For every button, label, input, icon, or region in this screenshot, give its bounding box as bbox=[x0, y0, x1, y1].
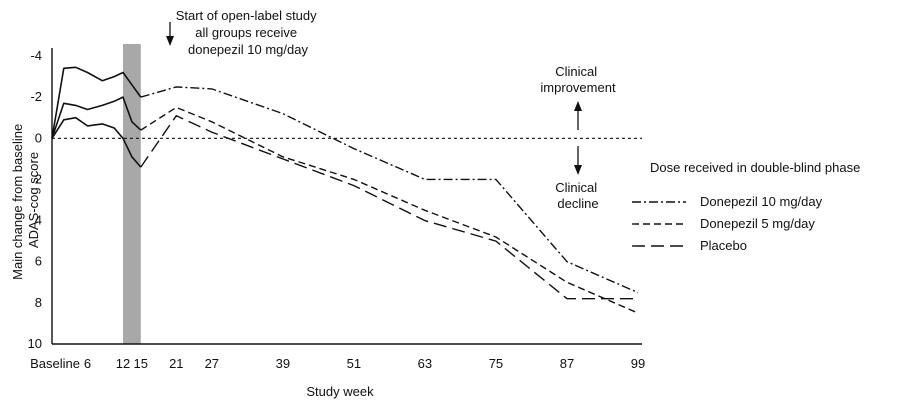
y-tick-label: -2 bbox=[30, 89, 42, 104]
y-tick-label: 4 bbox=[35, 213, 42, 228]
open-label-annotation: Start of open-label study all groups rec… bbox=[166, 8, 321, 57]
y-tick-label: -4 bbox=[30, 48, 42, 63]
clinical-decline-line-2: decline bbox=[557, 196, 598, 211]
y-tick-label: 8 bbox=[35, 295, 42, 310]
decline-arrowhead bbox=[574, 165, 582, 175]
x-tick-label: 51 bbox=[347, 356, 361, 371]
series-line-placebo bbox=[140, 114, 638, 300]
y-axis-title-line-1: Main change from baseline bbox=[10, 124, 25, 280]
open-label-line-3: donepezil 10 mg/day bbox=[188, 42, 308, 57]
x-tick-label: 21 bbox=[169, 356, 183, 371]
clinical-decline-label: Clinical decline bbox=[555, 180, 601, 211]
y-axis-title-line-2: ADAS-cog score bbox=[26, 152, 41, 248]
x-tick-label: 27 bbox=[205, 356, 219, 371]
direction-annotation: Clinical improvement Clinical decline bbox=[540, 64, 616, 211]
y-tick-label: 10 bbox=[28, 336, 42, 351]
open-label-line-1: Start of open-label study bbox=[176, 8, 317, 23]
x-tick-label: 39 bbox=[276, 356, 290, 371]
x-tick-label: 87 bbox=[560, 356, 574, 371]
shaded-band-layer bbox=[123, 44, 141, 344]
open-label-annotation-text: Start of open-label study all groups rec… bbox=[176, 8, 321, 57]
x-tick-label: 12 bbox=[116, 356, 130, 371]
open-label-shaded-band bbox=[123, 44, 141, 344]
y-tick-label: 6 bbox=[35, 254, 42, 269]
double-blind-curve-1 bbox=[51, 66, 142, 139]
clinical-improvement-line-1: Clinical bbox=[555, 64, 597, 79]
legend-title: Dose received in double-blind phase bbox=[650, 160, 860, 175]
x-tick-label: 6 bbox=[84, 356, 91, 371]
legend-label: Donepezil 10 mg/day bbox=[700, 194, 823, 209]
double-blind-curve-2 bbox=[51, 96, 142, 139]
tick-labels: -4 -2 0 2 4 6 8 10 Baseline 6 12 15 21 27 39 51 63 75 87 99 bbox=[28, 48, 646, 371]
x-tick-label: 63 bbox=[418, 356, 432, 371]
clinical-improvement-label: Clinical improvement bbox=[540, 64, 616, 95]
legend-items: Donepezil 10 mg/day Donepezil 5 mg/day Pla… bbox=[632, 194, 823, 253]
series-line-donepezil-5-mg-day bbox=[140, 106, 639, 314]
legend: Dose received in double-blind phase Done… bbox=[632, 160, 860, 253]
x-axis-title: Study week bbox=[306, 384, 374, 399]
legend-label: Placebo bbox=[700, 238, 747, 253]
y-axis-title: Main change from baseline ADAS-cog score bbox=[10, 120, 41, 280]
x-tick-label: 75 bbox=[489, 356, 503, 371]
y-tick-label: 0 bbox=[35, 130, 42, 145]
legend-item: Donepezil 5 mg/day bbox=[632, 216, 815, 231]
series-line-donepezil-10-mg-day bbox=[140, 86, 639, 294]
x-tick-label: 15 bbox=[134, 356, 148, 371]
improvement-arrowhead bbox=[574, 101, 582, 111]
x-tick-label: 99 bbox=[631, 356, 645, 371]
open-label-arrowhead bbox=[166, 36, 174, 46]
series-layer bbox=[51, 66, 639, 314]
double-blind-curve-3 bbox=[51, 116, 142, 168]
y-tick-label: 2 bbox=[35, 171, 42, 186]
clinical-improvement-line-2: improvement bbox=[540, 80, 616, 95]
legend-label: Donepezil 5 mg/day bbox=[700, 216, 815, 231]
x-tick-label: Baseline bbox=[30, 356, 80, 371]
clinical-decline-line-1: Clinical bbox=[555, 180, 597, 195]
legend-item: Donepezil 10 mg/day bbox=[632, 194, 823, 209]
open-label-line-2: all groups receive bbox=[195, 25, 297, 40]
legend-item: Placebo bbox=[632, 238, 747, 253]
axes bbox=[51, 48, 642, 345]
